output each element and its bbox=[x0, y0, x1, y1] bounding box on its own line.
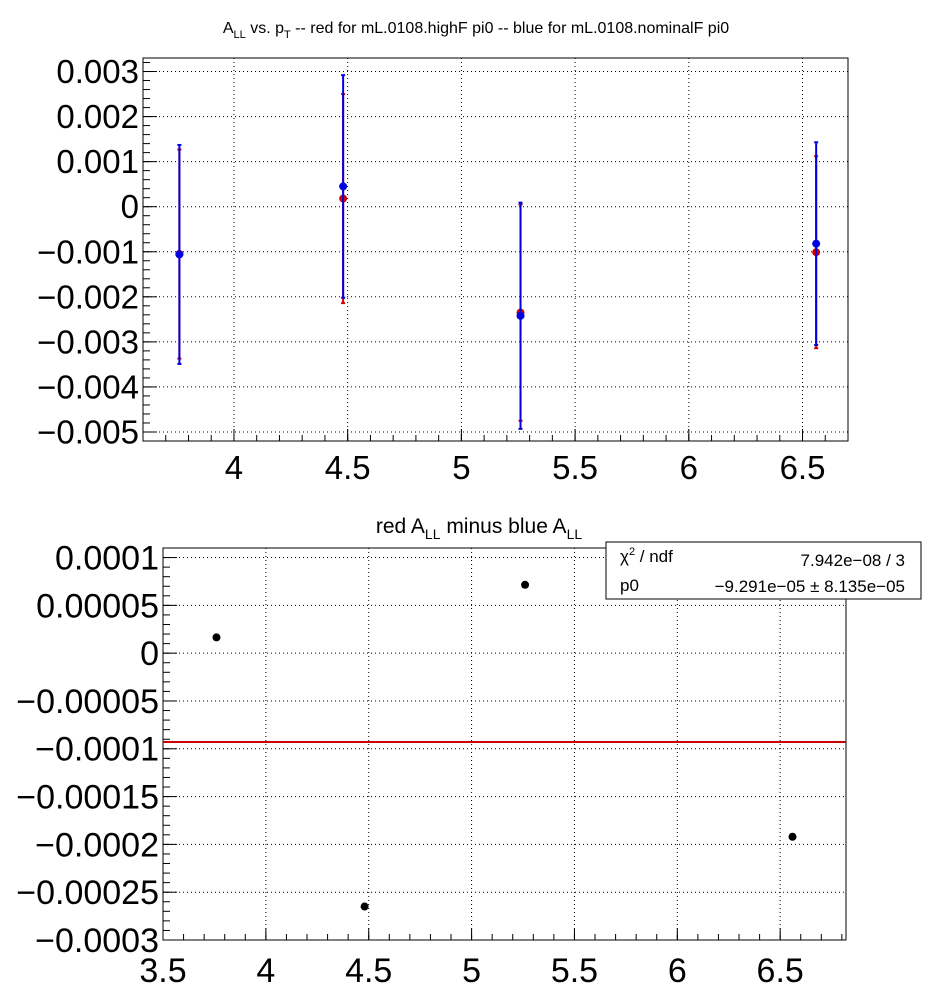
y-tick-label: 0 bbox=[140, 635, 159, 673]
data-point bbox=[516, 311, 525, 320]
x-tick-label: 3.5 bbox=[139, 952, 186, 990]
x-tick-label: 5.5 bbox=[551, 952, 598, 990]
bottom-x-minor-ticks bbox=[162, 928, 843, 940]
data-point bbox=[812, 239, 821, 248]
stats-p0-label: p0 bbox=[620, 576, 639, 595]
y-tick-label: 0.002 bbox=[56, 98, 139, 135]
top-series bbox=[175, 74, 821, 430]
bottom-panel: red ALL minus blue ALL 3.5 4 4.5 5 5.5 6 6.5 0… bbox=[16, 515, 922, 990]
diff-point bbox=[788, 832, 797, 841]
x-tick-label: 6 bbox=[668, 952, 687, 990]
top-x-minor-ticks bbox=[142, 429, 849, 441]
bottom-grid bbox=[163, 548, 846, 940]
y-tick-label: −0.0002 bbox=[35, 826, 159, 864]
x-tick-label: 4 bbox=[225, 449, 243, 486]
x-tick-label: 5.5 bbox=[552, 449, 598, 486]
stats-p0-value: −9.291e−05 ± 8.135e−05 bbox=[715, 577, 905, 596]
x-tick-label: 4.5 bbox=[325, 449, 371, 486]
y-tick-label: −0.00025 bbox=[16, 874, 159, 912]
data-point bbox=[175, 250, 184, 259]
y-tick-label: −0.001 bbox=[37, 233, 139, 270]
y-tick-label: −0.00005 bbox=[16, 683, 159, 721]
y-tick-label: −0.0001 bbox=[35, 731, 159, 769]
y-tick-label: −0.002 bbox=[37, 278, 139, 315]
bottom-y-minor-ticks bbox=[163, 547, 177, 941]
y-tick-label: 0.00005 bbox=[36, 587, 159, 625]
y-tick-label: 0.003 bbox=[56, 53, 139, 90]
bottom-x-tick-labels: 3.5 4 4.5 5 5.5 6 6.5 bbox=[139, 952, 803, 990]
diff-point bbox=[212, 633, 221, 642]
x-tick-label: 6 bbox=[680, 449, 698, 486]
series-0 bbox=[175, 93, 821, 422]
top-grid bbox=[143, 58, 848, 441]
diff-point bbox=[521, 580, 530, 589]
series-1 bbox=[175, 74, 821, 430]
bottom-y-tick-labels: 0.0001 0.00005 0 −0.00005 −0.0001 −0.00015 −0.… bbox=[16, 539, 159, 959]
y-tick-label: −0.005 bbox=[37, 414, 139, 451]
y-tick-label: 0.001 bbox=[56, 143, 139, 180]
y-tick-label: 0 bbox=[121, 188, 139, 225]
top-y-tick-labels: 0.003 0.002 0.001 0 −0.001 −0.002 −0.003 −0.004… bbox=[37, 53, 139, 450]
y-tick-label: −0.00015 bbox=[16, 778, 159, 816]
data-point bbox=[339, 182, 348, 191]
y-tick-label: −0.004 bbox=[37, 368, 139, 405]
x-tick-label: 5 bbox=[462, 952, 481, 990]
top-panel: ALL vs. pT -- red for mL.0108.highF pi0 … bbox=[37, 20, 849, 486]
x-tick-label: 5 bbox=[452, 449, 470, 486]
x-tick-label: 4 bbox=[256, 952, 275, 990]
top-x-tick-labels: 4 4.5 5 5.5 6 6.5 bbox=[225, 449, 826, 486]
stats-chi2-label: χ2 / ndf bbox=[620, 546, 673, 566]
fit-stats-box: χ2 / ndf 7.942e−08 / 3 p0 −9.291e−05 ± 8… bbox=[605, 541, 922, 600]
bottom-plot-frame bbox=[162, 547, 847, 941]
top-y-minor-ticks bbox=[143, 62, 157, 442]
top-panel-title: ALL vs. pT -- red for mL.0108.highF pi0 … bbox=[223, 20, 729, 41]
stats-box-frame bbox=[605, 541, 922, 600]
y-tick-label: −0.003 bbox=[37, 323, 139, 360]
x-tick-label: 6.5 bbox=[757, 952, 804, 990]
x-tick-label: 6.5 bbox=[780, 449, 826, 486]
bottom-panel-title: red ALL minus blue ALL bbox=[376, 515, 582, 542]
x-tick-label: 4.5 bbox=[345, 952, 392, 990]
top-plot-frame bbox=[142, 57, 849, 442]
y-tick-label: 0.0001 bbox=[55, 539, 159, 577]
bottom-points bbox=[212, 580, 797, 911]
stats-chi2-value: 7.942e−08 / 3 bbox=[801, 551, 905, 570]
diff-point bbox=[360, 902, 369, 911]
y-tick-label: −0.0003 bbox=[35, 922, 159, 960]
